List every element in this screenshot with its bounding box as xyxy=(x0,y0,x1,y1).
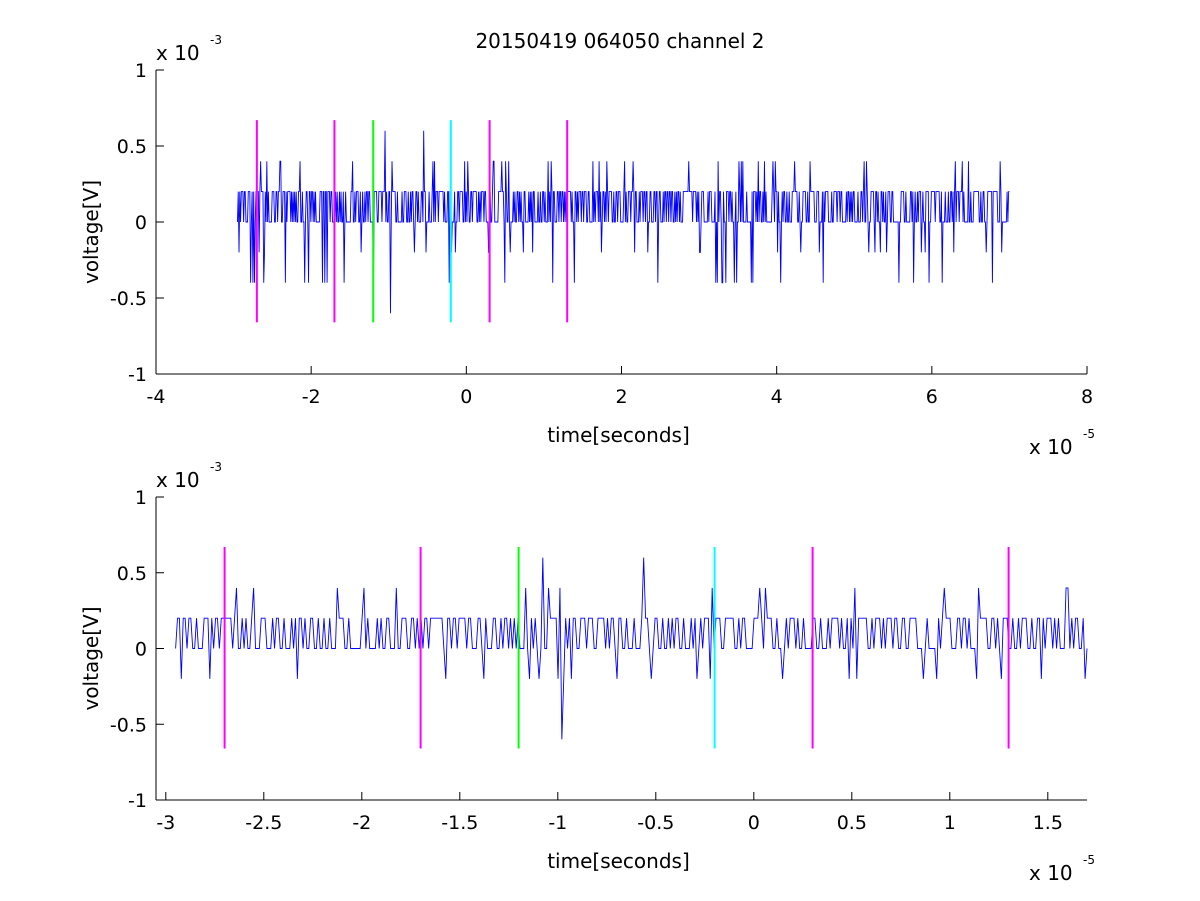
x-tick-label: 8 xyxy=(1081,386,1093,408)
x-tick-label: -2.5 xyxy=(245,812,282,834)
x-tick-label: 4 xyxy=(771,386,783,408)
x-tick-label: 0 xyxy=(748,812,760,834)
y-scale-multiplier: x 10 xyxy=(156,41,200,65)
x-scale-exponent: -5 xyxy=(1083,427,1095,441)
x-tick-label: 0 xyxy=(460,386,472,408)
top-plot: -4 -2 0 2 4 6 8 -1 -0.5 0 0.5 1 time[seconds] voltage… xyxy=(79,33,1095,459)
x-tick-label: 0.5 xyxy=(837,812,867,834)
y-tick-label: 0 xyxy=(135,212,147,234)
x-tick-label: 1.5 xyxy=(1033,812,1063,834)
x-scale-multiplier: x 10 xyxy=(1029,861,1073,885)
x-tick-label: 1 xyxy=(944,812,956,834)
x-tick-label: -4 xyxy=(147,386,166,408)
x-scale-exponent: -5 xyxy=(1083,853,1095,867)
signal-series-line xyxy=(237,130,1010,314)
y-scale-multiplier: x 10 xyxy=(156,468,200,492)
y-axis-label: voltage[V] xyxy=(79,180,103,284)
x-tick-label: 6 xyxy=(926,386,938,408)
y-tick-label: 0 xyxy=(135,639,147,661)
figure-title: 20150419 064050 channel 2 xyxy=(475,29,764,53)
y-tick-label: -0.5 xyxy=(110,288,147,310)
signal-series-line xyxy=(175,557,1088,740)
y-scale-exponent: -3 xyxy=(210,460,222,474)
y-scale-exponent: -3 xyxy=(210,33,222,47)
x-tick-label: -1.5 xyxy=(441,812,478,834)
x-axis-label: time[seconds] xyxy=(547,423,690,447)
y-tick-label: -1 xyxy=(128,790,147,812)
y-axis-label: voltage[V] xyxy=(79,606,103,710)
x-tick-label: -0.5 xyxy=(637,812,674,834)
x-tick-label: -1 xyxy=(548,812,567,834)
x-tick-label: 2 xyxy=(615,386,627,408)
y-tick-label: 0.5 xyxy=(117,563,147,585)
y-tick-label: -0.5 xyxy=(110,714,147,736)
x-scale-multiplier: x 10 xyxy=(1029,435,1073,459)
y-tick-label: 1 xyxy=(135,60,147,82)
x-axis-label: time[seconds] xyxy=(547,849,690,873)
y-tick-label: -1 xyxy=(128,364,147,386)
x-tick-label: -2 xyxy=(352,812,371,834)
x-tick-label: -3 xyxy=(156,812,175,834)
x-tick-label: -2 xyxy=(302,386,321,408)
bottom-plot: -3 -2.5 -2 -1.5 -1 -0.5 0 0.5 1 1.5 -1 -0.5 0 0.5 1 tim… xyxy=(79,460,1095,885)
y-tick-label: 0.5 xyxy=(117,136,147,158)
y-tick-label: 1 xyxy=(135,487,147,509)
